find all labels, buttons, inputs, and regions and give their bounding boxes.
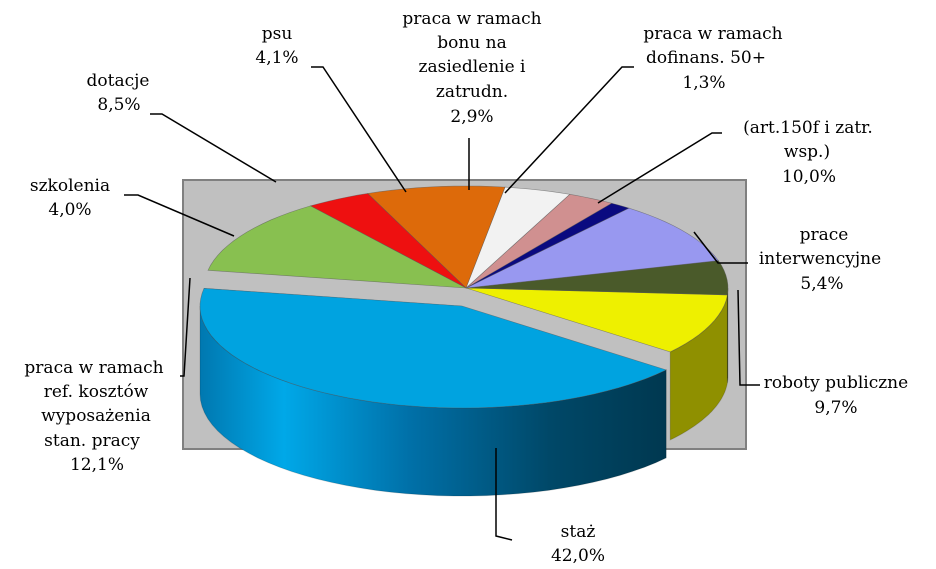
slice-name-praca-w-ramach-bonu-na-zasiedlenie-i-zatrudn-line-3: zasiedlenie i bbox=[419, 57, 527, 77]
slice-name-praca-w-ramach-dofinans-50-line-2: dofinans. 50+ bbox=[646, 48, 766, 68]
label-praca-w-ramach-ref-kosztow-wyposazenia-stan-pracy: praca w ramach ref. kosztów wyposażenia sta… bbox=[24, 358, 163, 475]
leader-praca-w-ramach-ref-kosztow-wyposazenia-stan-pracy bbox=[180, 277, 191, 377]
slice-name-praca-w-ramach-dofinans-50-line-1: praca w ramach bbox=[643, 24, 782, 44]
slice-value-praca-w-ramach-dofinans-50: 1,3% bbox=[682, 73, 725, 93]
leader-szkolenia bbox=[124, 194, 235, 237]
label-praca-w-ramach-dofinans-50: praca w ramach dofinans. 50+ 1,3% bbox=[643, 24, 782, 93]
slice-praca-w-ramach-ref-kosztow-wyposazenia-stan-pracy bbox=[207, 205, 467, 289]
slice-name-roboty-publiczne: roboty publiczne bbox=[764, 373, 908, 393]
leader-prace-interwencyjne bbox=[693, 231, 748, 264]
slice-side-prace-interwencyjne bbox=[726, 288, 729, 384]
slice-value-praca-w-ramach-bonu-na-zasiedlenie-i-zatrudn: 2,9% bbox=[450, 107, 493, 127]
slice-name-staz: staż bbox=[561, 522, 596, 542]
slice-name-praca-w-ramach-ref-kosztow-wyposazenia-stan-pracy-line-1: praca w ramach bbox=[24, 358, 163, 378]
leader-psu bbox=[311, 66, 407, 193]
slice-name-psu: psu bbox=[262, 24, 293, 44]
slice-praca-w-ramach-bonu-na-zasiedlenie-i-zatrudn bbox=[465, 193, 613, 289]
leader-dotacje bbox=[150, 113, 277, 183]
leader-praca-w-ramach-dofinans-50 bbox=[504, 66, 634, 194]
slice-dotacje bbox=[367, 185, 506, 289]
slice-value-psu: 4,1% bbox=[255, 48, 298, 68]
slice-value-szkolenia: 4,0% bbox=[48, 200, 91, 220]
slice-value-staz: 42,0% bbox=[551, 546, 605, 566]
leader-staz bbox=[495, 448, 513, 541]
slice-art-150f-i-zatr-wsp bbox=[465, 207, 719, 289]
label-szkolenia: szkolenia 4,0% bbox=[30, 176, 110, 220]
label-praca-w-ramach-bonu-na-zasiedlenie-i-zatrudn: praca w ramach bonu na zasiedlenie i zatrud… bbox=[402, 9, 541, 127]
slice-name-szkolenia: szkolenia bbox=[30, 176, 110, 196]
slice-name-praca-w-ramach-ref-kosztow-wyposazenia-stan-pracy-line-3: wyposażenia bbox=[41, 406, 151, 426]
slice-value-praca-w-ramach-ref-kosztow-wyposazenia-stan-pracy: 12,1% bbox=[70, 455, 124, 475]
slice-labels: staż 42,0% roboty publiczne 9,7% prace interw… bbox=[24, 9, 908, 566]
slice-psu bbox=[465, 186, 571, 289]
leader-roboty-publiczne bbox=[737, 289, 760, 386]
slice-roboty-publiczne bbox=[465, 287, 728, 353]
slice-praca-w-ramach-dofinans-50 bbox=[465, 202, 630, 289]
slice-name-prace-interwencyjne-line-1: prace bbox=[800, 225, 849, 245]
slice-value-dotacje: 8,5% bbox=[97, 95, 140, 115]
slice-value-roboty-publiczne: 9,7% bbox=[814, 398, 857, 418]
pie-tops bbox=[199, 185, 729, 409]
slice-name-prace-interwencyjne-line-2: interwencyjne bbox=[759, 249, 881, 269]
label-roboty-publiczne: roboty publiczne 9,7% bbox=[764, 373, 908, 418]
slice-name-praca-w-ramach-bonu-na-zasiedlenie-i-zatrudn-line-2: bonu na bbox=[437, 33, 507, 53]
label-dotacje: dotacje 8,5% bbox=[87, 71, 150, 115]
label-psu: psu 4,1% bbox=[255, 24, 298, 68]
label-prace-interwencyjne: prace interwencyjne 5,4% bbox=[759, 225, 881, 294]
label-staz: staż 42,0% bbox=[551, 522, 605, 566]
slice-name-art-150f-i-zatr-wsp-line-2: wsp.) bbox=[784, 142, 830, 162]
slice-name-art-150f-i-zatr-wsp-line-1: (art.150f i zatr. bbox=[743, 118, 873, 138]
slice-name-praca-w-ramach-ref-kosztow-wyposazenia-stan-pracy-line-2: ref. kosztów bbox=[44, 382, 149, 402]
slice-name-praca-w-ramach-bonu-na-zasiedlenie-i-zatrudn-line-1: praca w ramach bbox=[402, 9, 541, 29]
slice-value-art-150f-i-zatr-wsp: 10,0% bbox=[782, 167, 836, 187]
slice-staz bbox=[199, 287, 668, 409]
slice-name-praca-w-ramach-ref-kosztow-wyposazenia-stan-pracy-line-4: stan. pracy bbox=[44, 431, 140, 451]
leader-art-150f-i-zatr-wsp bbox=[597, 132, 722, 204]
slice-value-prace-interwencyjne: 5,4% bbox=[800, 274, 843, 294]
leader-lines bbox=[124, 66, 760, 541]
label-art-150f-i-zatr-wsp: (art.150f i zatr. wsp.) 10,0% bbox=[743, 118, 873, 187]
slice-szkolenia bbox=[309, 193, 467, 289]
slice-name-praca-w-ramach-bonu-na-zasiedlenie-i-zatrudn-line-4: zatrudn. bbox=[436, 82, 508, 102]
slice-name-dotacje: dotacje bbox=[87, 71, 150, 91]
